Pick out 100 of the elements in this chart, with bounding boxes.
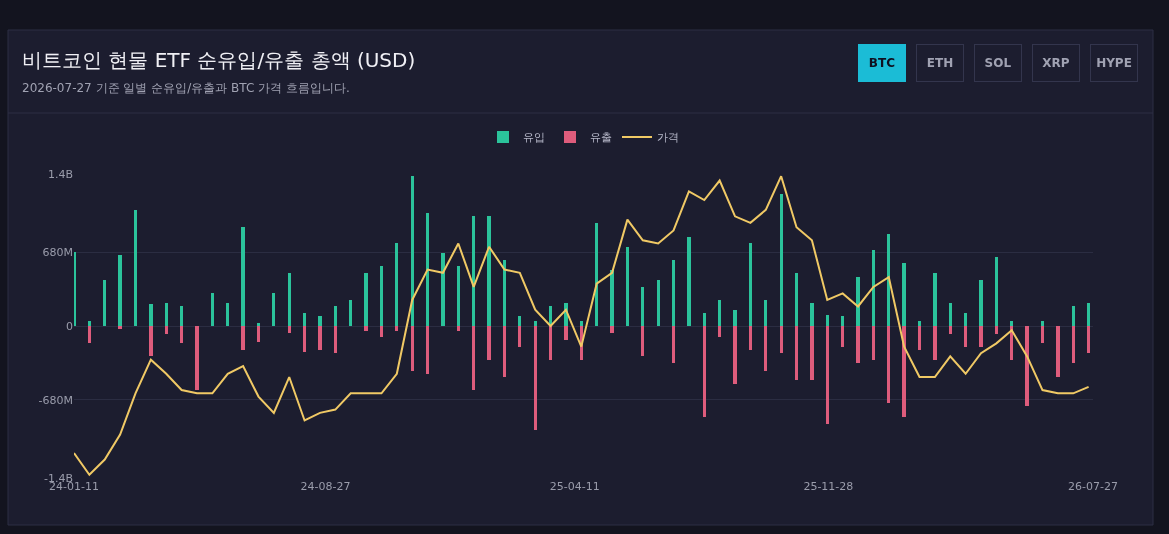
y-tick-label: 1.4B	[47, 167, 73, 181]
bar	[918, 326, 921, 350]
bar	[718, 326, 721, 337]
bar	[902, 326, 906, 417]
bar	[518, 316, 521, 326]
bar	[995, 326, 998, 334]
bar	[380, 326, 383, 337]
bar	[780, 194, 783, 326]
bar	[841, 326, 844, 347]
y-tick-label: 680M	[42, 246, 73, 260]
bar	[1087, 303, 1090, 326]
bar	[334, 326, 337, 353]
bar	[395, 243, 398, 326]
legend-label: 유입	[523, 131, 545, 145]
bar	[657, 280, 660, 326]
bar	[441, 253, 445, 326]
legend-label: 유출	[590, 131, 612, 145]
bar	[380, 266, 383, 326]
bar	[1072, 326, 1075, 363]
text: SOL	[984, 56, 1012, 70]
bar	[749, 326, 752, 350]
bar	[949, 303, 952, 326]
bar	[426, 213, 429, 326]
bar	[411, 176, 414, 326]
bar	[257, 326, 260, 342]
bar	[457, 326, 460, 331]
bar	[88, 326, 91, 343]
chart-title: 비트코인 현물 ETF 순유입/유출 총액 (USD)	[22, 48, 416, 72]
bar	[672, 326, 675, 363]
bar	[687, 237, 691, 326]
bar	[887, 234, 890, 326]
bar	[518, 326, 521, 347]
bar	[1041, 326, 1044, 343]
bar	[180, 306, 183, 326]
bar	[1010, 326, 1013, 360]
bar	[457, 266, 460, 326]
bar	[641, 326, 644, 356]
bar	[318, 326, 322, 350]
bar	[826, 326, 829, 424]
bar	[902, 263, 906, 326]
bar	[534, 321, 537, 326]
bar	[918, 321, 921, 326]
bar	[503, 326, 506, 377]
legend-label: 가격	[657, 131, 679, 145]
bar	[641, 287, 644, 326]
bar	[426, 326, 429, 374]
bar	[165, 326, 168, 334]
bar	[303, 326, 306, 352]
bar	[564, 326, 568, 340]
bar	[411, 326, 414, 371]
x-tick-label: 24-08-27	[300, 480, 351, 493]
bar	[118, 326, 122, 329]
bar	[149, 304, 153, 326]
bar	[364, 273, 368, 326]
bar	[610, 270, 614, 326]
x-tick-label: 25-11-28	[803, 480, 854, 493]
bar	[580, 321, 583, 326]
bar	[118, 255, 122, 326]
bar	[364, 326, 368, 331]
bar	[1072, 306, 1075, 326]
bar	[180, 326, 183, 343]
bar	[733, 326, 737, 384]
bar	[241, 326, 245, 350]
bar	[272, 293, 275, 326]
bar	[1087, 326, 1090, 353]
bar	[733, 310, 737, 326]
bar	[149, 326, 153, 356]
bar	[856, 326, 860, 363]
bar	[979, 326, 983, 347]
bar	[195, 326, 199, 390]
bar	[288, 273, 291, 326]
bar	[810, 303, 814, 326]
bar	[472, 216, 475, 326]
bar	[226, 303, 229, 326]
bar	[103, 280, 106, 326]
bar	[165, 303, 168, 326]
bar	[826, 315, 829, 326]
text: XRP	[1042, 56, 1070, 70]
line-series	[74, 175, 1090, 476]
chart-subtitle: 2026-07-27 기준 일별 순유입/유출과 BTC 가격 흐름입니다.	[22, 81, 350, 95]
bar	[303, 313, 306, 326]
bar	[764, 326, 767, 371]
bar	[487, 326, 491, 360]
bar	[211, 293, 214, 326]
x-tick-label: 26-07-27	[1068, 480, 1118, 493]
bar	[979, 280, 983, 326]
bar	[856, 277, 860, 326]
text: HYPE	[1096, 56, 1132, 70]
bar	[872, 250, 875, 326]
bar	[672, 260, 675, 326]
bar	[74, 252, 76, 326]
y-tick-label: 0	[66, 319, 73, 333]
bar	[472, 326, 475, 390]
bar	[1041, 321, 1044, 326]
bar	[1025, 326, 1029, 406]
bar	[241, 227, 245, 326]
bar	[780, 326, 783, 353]
bar	[964, 313, 967, 326]
bar	[841, 316, 844, 326]
bar	[764, 300, 767, 326]
